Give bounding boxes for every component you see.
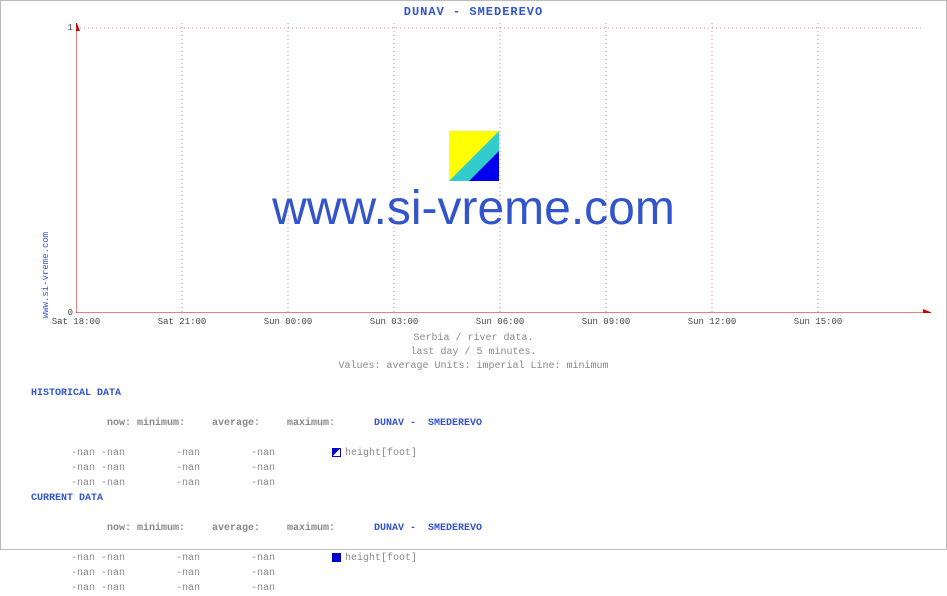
table-cell: -nan xyxy=(31,566,101,581)
table-cell: -nan xyxy=(176,461,251,476)
series-label-current: DUNAV - SMEDEREVO xyxy=(362,521,482,536)
table-cell: -nan xyxy=(101,551,176,566)
legend-entry: height[foot] xyxy=(332,446,417,461)
xtick-label: Sat 18:00 xyxy=(52,317,101,327)
chart-svg xyxy=(76,23,931,313)
col-min: minimum: xyxy=(137,416,212,431)
historical-heading: HISTORICAL DATA xyxy=(31,386,482,401)
caption-line-1: Serbia / river data. xyxy=(1,333,946,344)
caption-line-2: last day / 5 minutes. xyxy=(1,347,946,358)
legend-marker-icon xyxy=(332,553,341,562)
current-header-row: now:minimum:average:maximum: DUNAV - SME… xyxy=(31,506,482,551)
table-row: -nan-nan-nan-nan height[foot] xyxy=(31,551,482,566)
col-now-c: now: xyxy=(67,521,137,536)
ytick-1: 1 xyxy=(53,23,73,33)
legend-entry: height[foot] xyxy=(332,551,417,566)
data-tables: HISTORICAL DATA now:minimum:average:maxi… xyxy=(31,386,482,596)
col-max-c: maximum: xyxy=(287,521,362,536)
table-cell: -nan xyxy=(176,446,251,461)
site-logo xyxy=(449,131,499,181)
xtick-label: Sun 09:00 xyxy=(582,317,631,327)
table-cell: -nan xyxy=(101,566,176,581)
table-cell: -nan xyxy=(251,566,326,581)
table-cell: -nan xyxy=(176,476,251,491)
col-now: now: xyxy=(67,416,137,431)
historical-header-row: now:minimum:average:maximum: DUNAV - SME… xyxy=(31,401,482,446)
table-row: -nan-nan-nan-nan xyxy=(31,581,482,596)
legend-marker-icon xyxy=(332,448,341,457)
current-heading: CURRENT DATA xyxy=(31,491,482,506)
table-cell: -nan xyxy=(101,461,176,476)
xtick-label: Sat 21:00 xyxy=(158,317,207,327)
table-cell: -nan xyxy=(31,581,101,596)
col-avg-c: average: xyxy=(212,521,287,536)
chart-container: www.si-vreme.com DUNAV - SMEDEREVO 0 1 S… xyxy=(0,0,947,550)
table-cell: -nan xyxy=(101,581,176,596)
caption-line-3: Values: average Units: imperial Line: mi… xyxy=(1,361,946,372)
table-cell: -nan xyxy=(176,566,251,581)
legend-unit: height[foot] xyxy=(345,448,417,459)
table-cell: -nan xyxy=(31,476,101,491)
chart-title: DUNAV - SMEDEREVO xyxy=(1,5,946,19)
table-cell: -nan xyxy=(31,461,101,476)
xtick-label: Sun 12:00 xyxy=(688,317,737,327)
col-min-c: minimum: xyxy=(137,521,212,536)
table-row: -nan-nan-nan-nan xyxy=(31,566,482,581)
xtick-label: Sun 06:00 xyxy=(476,317,525,327)
table-cell: -nan xyxy=(31,551,101,566)
table-cell: -nan xyxy=(101,446,176,461)
legend-unit: height[foot] xyxy=(345,553,417,564)
table-cell: -nan xyxy=(251,461,326,476)
col-max: maximum: xyxy=(287,416,362,431)
table-cell: -nan xyxy=(176,581,251,596)
xtick-label: Sun 15:00 xyxy=(794,317,843,327)
series-label-historical: DUNAV - SMEDEREVO xyxy=(362,416,482,431)
table-row: -nan-nan-nan-nan height[foot] xyxy=(31,446,482,461)
table-cell: -nan xyxy=(251,446,326,461)
table-cell: -nan xyxy=(251,476,326,491)
table-cell: -nan xyxy=(176,551,251,566)
plot-area xyxy=(76,23,931,313)
xtick-label: Sun 03:00 xyxy=(370,317,419,327)
xtick-label: Sun 00:00 xyxy=(264,317,313,327)
table-row: -nan-nan-nan-nan xyxy=(31,476,482,491)
table-cell: -nan xyxy=(251,551,326,566)
table-cell: -nan xyxy=(251,581,326,596)
col-avg: average: xyxy=(212,416,287,431)
table-row: -nan-nan-nan-nan xyxy=(31,461,482,476)
table-cell: -nan xyxy=(101,476,176,491)
site-label-vertical: www.si-vreme.com xyxy=(41,232,51,318)
table-cell: -nan xyxy=(31,446,101,461)
